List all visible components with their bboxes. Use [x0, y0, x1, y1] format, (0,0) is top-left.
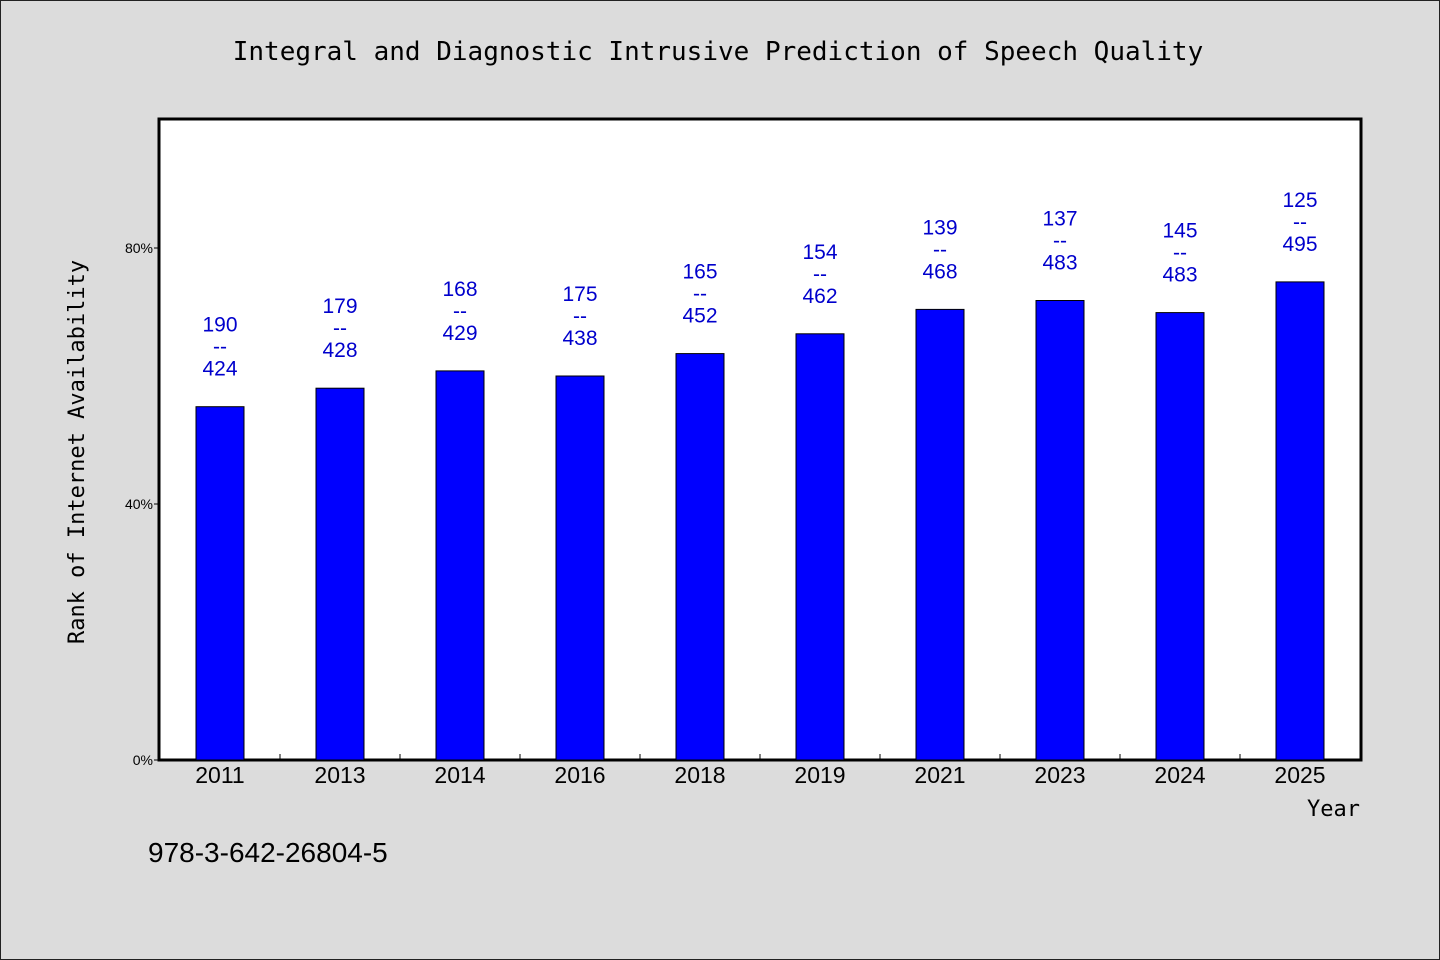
- data-label-sep-2019: --: [813, 263, 827, 286]
- data-label-bottom-2019: 462: [802, 285, 837, 308]
- data-label-bottom-2023: 483: [1042, 252, 1077, 275]
- bar-2021: [915, 308, 965, 761]
- data-label-bottom-2011: 424: [202, 358, 237, 381]
- data-label-sep-2011: --: [213, 336, 227, 359]
- data-label-top-2014: 168: [442, 278, 477, 301]
- data-label-top-2013: 179: [322, 295, 357, 318]
- y-axis-label: Rank of Internet Availability: [65, 260, 90, 644]
- x-tick-label-2023: 2023: [1034, 762, 1085, 788]
- data-label-top-2025: 125: [1282, 189, 1317, 212]
- x-tick-label-2011: 2011: [195, 762, 244, 788]
- x-tick-label-2024: 2024: [1154, 762, 1205, 788]
- data-label-top-2023: 137: [1042, 208, 1077, 231]
- x-tick-label-2014: 2014: [434, 762, 485, 788]
- y-axis: 0% 40% 80%: [125, 240, 160, 768]
- data-label-top-2019: 154: [802, 241, 837, 264]
- data-label-sep-2025: --: [1293, 211, 1307, 234]
- data-label-top-2018: 165: [682, 261, 717, 284]
- data-label-sep-2016: --: [573, 305, 587, 328]
- y-tick-label: 80%: [125, 240, 153, 256]
- x-tick-label-2016: 2016: [554, 762, 605, 788]
- data-label-sep-2018: --: [693, 283, 707, 306]
- bar-2014: [435, 370, 485, 761]
- bar-2019: [795, 333, 845, 761]
- x-tick-label-2021: 2021: [914, 762, 965, 788]
- data-label-bottom-2018: 452: [682, 305, 717, 328]
- bars-group: [195, 281, 1325, 761]
- x-tick-label-2025: 2025: [1274, 762, 1325, 788]
- bar-2018: [675, 353, 725, 761]
- data-label-sep-2024: --: [1173, 242, 1187, 265]
- data-label-bottom-2024: 483: [1162, 264, 1197, 287]
- data-label-bottom-2021: 468: [922, 260, 957, 283]
- y-tick-label: 0%: [133, 752, 153, 768]
- data-label-sep-2013: --: [333, 317, 347, 340]
- bar-2025: [1275, 281, 1325, 761]
- bar-2013: [315, 387, 365, 761]
- chart-title: Integral and Diagnostic Intrusive Predic…: [233, 37, 1204, 67]
- data-label-bottom-2025: 495: [1282, 233, 1317, 256]
- bar-2023: [1035, 300, 1085, 761]
- x-tick-label-2019: 2019: [794, 762, 845, 788]
- footnote-isbn: 978-3-642-26804-5: [148, 837, 388, 868]
- data-labels-group: 190--424179--428168--429175--438165--452…: [202, 189, 1317, 381]
- data-label-top-2024: 145: [1162, 220, 1197, 243]
- bar-2024: [1155, 312, 1205, 761]
- bar-2016: [555, 375, 605, 761]
- data-label-sep-2021: --: [933, 238, 947, 261]
- data-label-bottom-2014: 429: [442, 322, 477, 345]
- y-tick-label: 40%: [125, 496, 153, 512]
- data-label-sep-2023: --: [1053, 230, 1067, 253]
- x-axis-label: Year: [1307, 797, 1360, 822]
- data-label-bottom-2013: 428: [322, 339, 357, 362]
- data-label-top-2011: 190: [202, 314, 237, 337]
- data-label-sep-2014: --: [453, 300, 467, 323]
- x-axis: 2011 2013 2014 2016 2018 2019 2021 2023 2024 2025: [195, 754, 1326, 788]
- bar-2011: [195, 406, 245, 761]
- x-tick-label-2018: 2018: [674, 762, 725, 788]
- data-label-bottom-2016: 438: [562, 327, 597, 350]
- data-label-top-2016: 175: [562, 283, 597, 306]
- x-tick-label-2013: 2013: [314, 762, 365, 788]
- data-label-top-2021: 139: [922, 216, 957, 239]
